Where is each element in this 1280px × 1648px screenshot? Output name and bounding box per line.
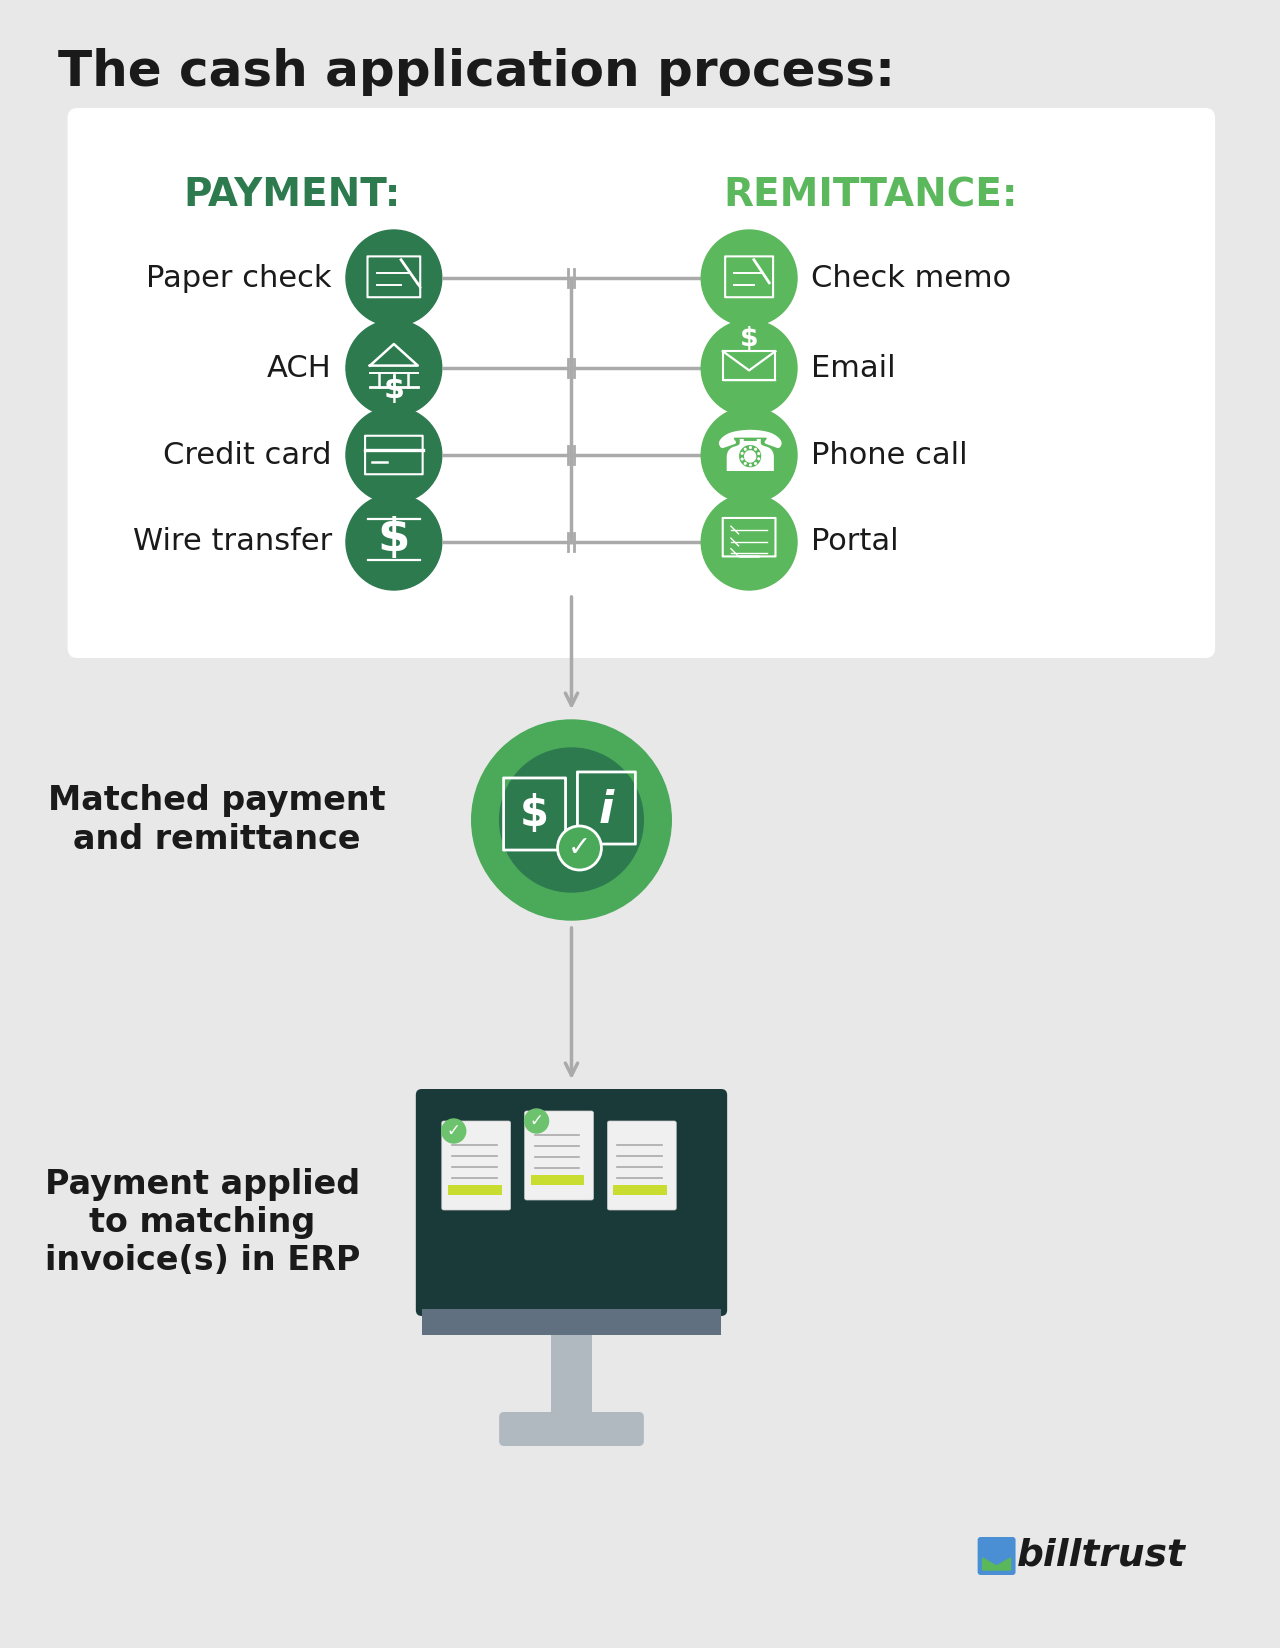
Text: Wire transfer: Wire transfer [133,527,332,557]
FancyBboxPatch shape [525,1111,594,1200]
Bar [422,1309,721,1335]
Bar [448,1185,502,1195]
Text: ☎: ☎ [714,427,785,483]
Text: ✓: ✓ [530,1112,544,1131]
Bar [550,1335,593,1417]
Text: billtrust: billtrust [1016,1538,1185,1574]
Text: Paper check: Paper check [146,264,332,292]
Text: i: i [599,788,614,832]
FancyBboxPatch shape [978,1538,1015,1575]
Text: PAYMENT:: PAYMENT: [183,176,401,214]
Circle shape [472,720,671,920]
Circle shape [701,494,797,590]
FancyBboxPatch shape [608,1121,676,1210]
Circle shape [499,748,644,892]
Text: ACH: ACH [268,354,332,382]
Text: $: $ [520,793,549,836]
Text: ✓: ✓ [447,1122,461,1140]
Text: The cash application process:: The cash application process: [58,48,895,96]
Bar [531,1175,585,1185]
Circle shape [701,231,797,326]
Circle shape [701,407,797,503]
Circle shape [346,320,442,415]
Text: $: $ [740,326,758,353]
Circle shape [442,1119,466,1144]
Circle shape [346,494,442,590]
Circle shape [525,1109,549,1134]
Circle shape [701,320,797,415]
Text: Portal: Portal [812,527,899,557]
Text: Matched payment
and remittance: Matched payment and remittance [49,784,387,855]
Circle shape [558,826,602,870]
Polygon shape [983,1557,1011,1571]
Text: Credit card: Credit card [164,440,332,470]
Text: $: $ [378,516,410,560]
Text: $: $ [384,376,404,404]
FancyBboxPatch shape [68,109,1215,658]
Bar [613,1185,667,1195]
Text: Phone call: Phone call [812,440,968,470]
Text: Payment applied
to matching
invoice(s) in ERP: Payment applied to matching invoice(s) i… [45,1168,360,1277]
FancyBboxPatch shape [416,1089,727,1317]
FancyBboxPatch shape [442,1121,511,1210]
Text: Check memo: Check memo [812,264,1011,292]
Text: Email: Email [812,354,896,382]
Text: ✓: ✓ [568,834,591,862]
FancyBboxPatch shape [499,1412,644,1445]
Circle shape [346,407,442,503]
Circle shape [346,231,442,326]
Text: REMITTANCE:: REMITTANCE: [723,176,1018,214]
